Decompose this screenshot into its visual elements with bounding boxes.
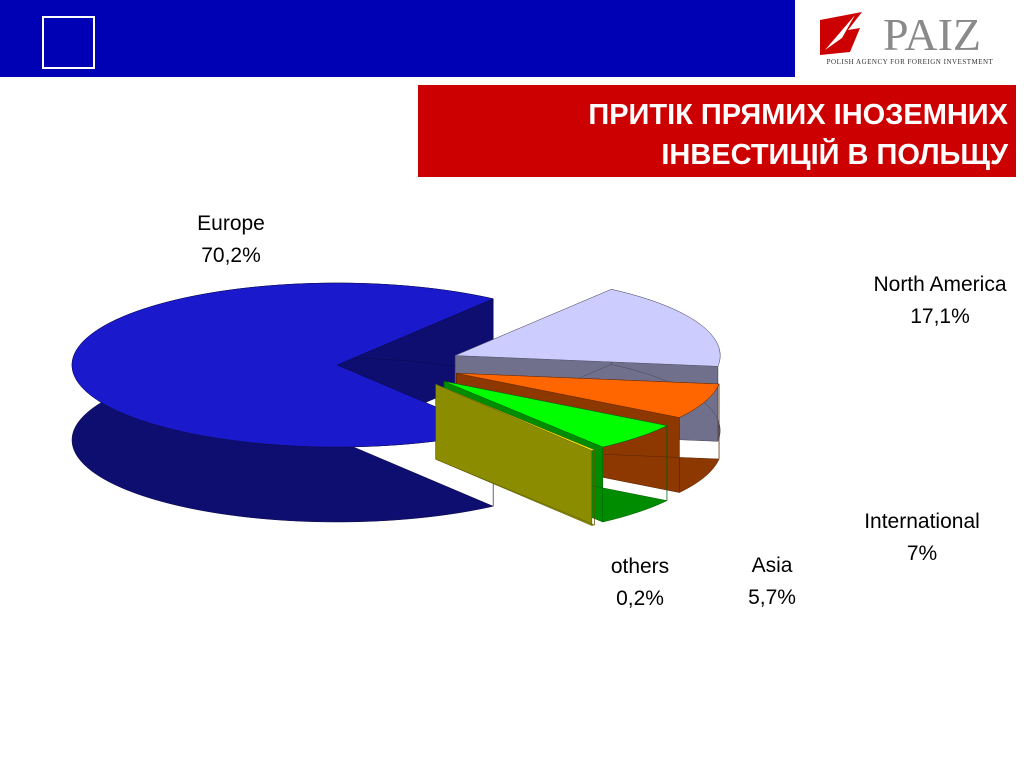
slice [456,373,720,418]
logo-subtitle: POLISH AGENCY FOR FOREIGN INVESTMENT [827,58,994,66]
slice [71,282,494,448]
slice [443,381,668,448]
header-band [0,0,795,77]
header-square [42,16,95,69]
pie-chart [71,282,721,526]
slice-value-label: 0,2% [616,587,664,610]
slice [455,289,721,367]
slice-label: Asia [752,554,793,577]
slice-label: North America [873,273,1006,296]
slice-value-label: 70,2% [201,244,261,267]
slice-value-label: 7% [907,542,937,565]
slice-label: International [864,510,980,533]
slice-value-label: 5,7% [748,586,796,609]
title-line: ПРИТІК ПРЯМИХ ІНОЗЕМНИХ [588,99,1008,131]
slice-label: others [611,555,669,578]
slice [435,384,596,451]
slice-value-label: 17,1% [910,305,970,328]
logo-text: PAIZ [883,9,981,60]
logo-mark-cut [825,15,855,50]
title-line: ІНВЕСТИЦІЙ В ПОЛЬЩУ [661,137,1009,171]
slice-label: Europe [197,212,265,235]
title-box [418,85,1016,177]
